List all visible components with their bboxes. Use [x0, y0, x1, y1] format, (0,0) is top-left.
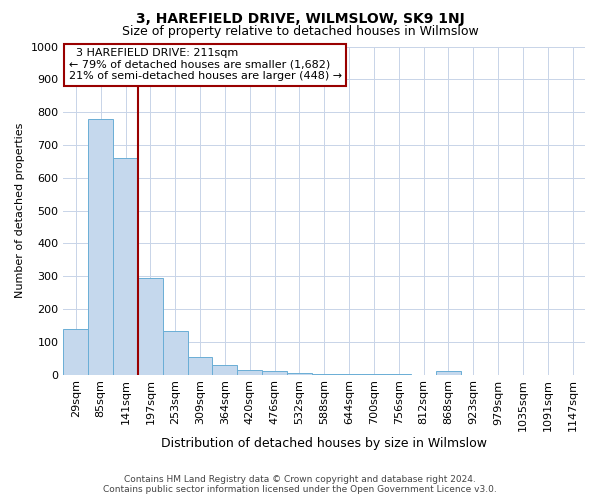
Bar — [64, 328, 88, 374]
Bar — [88, 118, 113, 374]
Bar — [237, 370, 262, 374]
Text: 3, HAREFIELD DRIVE, WILMSLOW, SK9 1NJ: 3, HAREFIELD DRIVE, WILMSLOW, SK9 1NJ — [136, 12, 464, 26]
Bar — [287, 373, 312, 374]
Bar — [212, 364, 237, 374]
Bar — [113, 158, 138, 374]
Text: 3 HAREFIELD DRIVE: 211sqm
← 79% of detached houses are smaller (1,682)
21% of se: 3 HAREFIELD DRIVE: 211sqm ← 79% of detac… — [68, 48, 342, 82]
Bar — [138, 278, 163, 374]
Bar — [188, 356, 212, 374]
Y-axis label: Number of detached properties: Number of detached properties — [15, 123, 25, 298]
Bar — [163, 331, 188, 374]
Text: Size of property relative to detached houses in Wilmslow: Size of property relative to detached ho… — [122, 25, 478, 38]
Bar — [436, 372, 461, 374]
X-axis label: Distribution of detached houses by size in Wilmslow: Distribution of detached houses by size … — [161, 437, 487, 450]
Bar — [262, 372, 287, 374]
Text: Contains HM Land Registry data © Crown copyright and database right 2024.
Contai: Contains HM Land Registry data © Crown c… — [103, 474, 497, 494]
